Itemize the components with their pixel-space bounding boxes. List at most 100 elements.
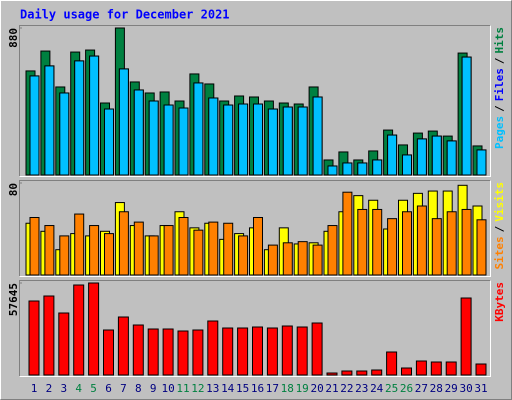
bar: [446, 140, 457, 176]
bar: [312, 96, 323, 176]
y-tick-label: 57645: [7, 283, 20, 316]
bar: [297, 106, 308, 176]
bar: [342, 191, 353, 276]
bar: [281, 325, 293, 376]
bar: [162, 328, 174, 376]
bar: [193, 229, 204, 276]
bar: [89, 225, 100, 276]
bar: [88, 282, 100, 376]
legend-separator: /: [493, 225, 506, 232]
bar: [372, 159, 383, 176]
x-tick-label: 20: [310, 382, 323, 395]
bar: [29, 75, 40, 176]
bar: [118, 68, 129, 176]
bar: [267, 244, 278, 276]
legend: Pages / Files / Hits: [493, 27, 506, 149]
bar: [148, 235, 159, 276]
bar: [208, 221, 219, 276]
bar: [73, 284, 85, 376]
bar: [387, 134, 398, 176]
legend-separator: /: [493, 105, 506, 112]
bar: [401, 367, 412, 376]
legend: KBytes: [493, 282, 506, 322]
x-tick-label: 26: [400, 382, 413, 395]
x-tick-label: 9: [150, 382, 157, 395]
bar: [266, 327, 278, 376]
y-tick-label: 880: [7, 28, 20, 48]
chart-title: Daily usage for December 2021: [20, 8, 230, 22]
bar: [357, 162, 368, 176]
bar: [58, 312, 70, 376]
bar: [460, 297, 472, 376]
bar: [311, 322, 323, 376]
x-tick-label: 16: [251, 382, 264, 395]
bar: [327, 225, 338, 276]
x-tick-label: 13: [206, 382, 219, 395]
x-tick-label: 6: [105, 382, 112, 395]
x-tick-label: 1: [31, 382, 38, 395]
bar: [103, 329, 114, 376]
x-tick-label: 27: [415, 382, 428, 395]
bar: [74, 213, 85, 276]
bar: [178, 107, 189, 176]
x-tick-label: 28: [430, 382, 443, 395]
bar: [387, 218, 398, 276]
bar: [341, 370, 353, 376]
x-tick-label: 12: [191, 382, 204, 395]
bar: [133, 89, 144, 176]
bar: [74, 60, 85, 176]
x-tick-label: 5: [90, 382, 97, 395]
x-tick-label: 31: [474, 382, 487, 395]
bar: [253, 217, 263, 276]
bar: [44, 65, 55, 176]
bar: [238, 235, 249, 276]
bar: [476, 219, 487, 276]
bar: [44, 225, 55, 276]
x-tick-label: 19: [296, 382, 309, 395]
bar: [461, 56, 472, 176]
bar: [148, 100, 159, 176]
bar: [416, 138, 427, 176]
bar: [267, 108, 278, 176]
bar: [238, 103, 249, 176]
legend-entry: Files: [493, 68, 506, 101]
bar: [223, 104, 234, 176]
x-tick-label: 14: [221, 382, 235, 395]
bar: [371, 369, 383, 376]
x-tick-label: 7: [120, 382, 127, 395]
panel-light: [19, 280, 491, 377]
x-tick-label: 2: [46, 382, 53, 395]
bar: [118, 211, 129, 276]
bar: [178, 217, 189, 276]
x-tick-label: 10: [161, 382, 174, 395]
bar: [253, 103, 263, 176]
bar: [312, 244, 323, 276]
x-tick-label: 21: [325, 382, 338, 395]
bar: [416, 205, 427, 276]
bar: [356, 370, 368, 376]
bar: [282, 242, 293, 276]
bar: [445, 361, 457, 376]
bar: [252, 326, 263, 376]
bar: [59, 92, 70, 176]
panel-light: [19, 25, 491, 177]
bar: [326, 372, 338, 376]
bar: [43, 295, 55, 376]
x-tick-label: 8: [135, 382, 142, 395]
bar: [431, 218, 442, 276]
bar: [402, 211, 412, 276]
panel-shadow: [19, 25, 491, 177]
x-tick-label: 17: [266, 382, 279, 395]
bar: [223, 222, 234, 276]
bar: [192, 329, 204, 376]
bar: [461, 208, 472, 276]
x-tick-label: 18: [281, 382, 294, 395]
bar: [446, 211, 457, 276]
bar: [104, 233, 114, 276]
x-tick-label: 22: [340, 382, 353, 395]
bar: [357, 208, 368, 276]
bar: [29, 217, 40, 276]
bar: [147, 328, 159, 376]
